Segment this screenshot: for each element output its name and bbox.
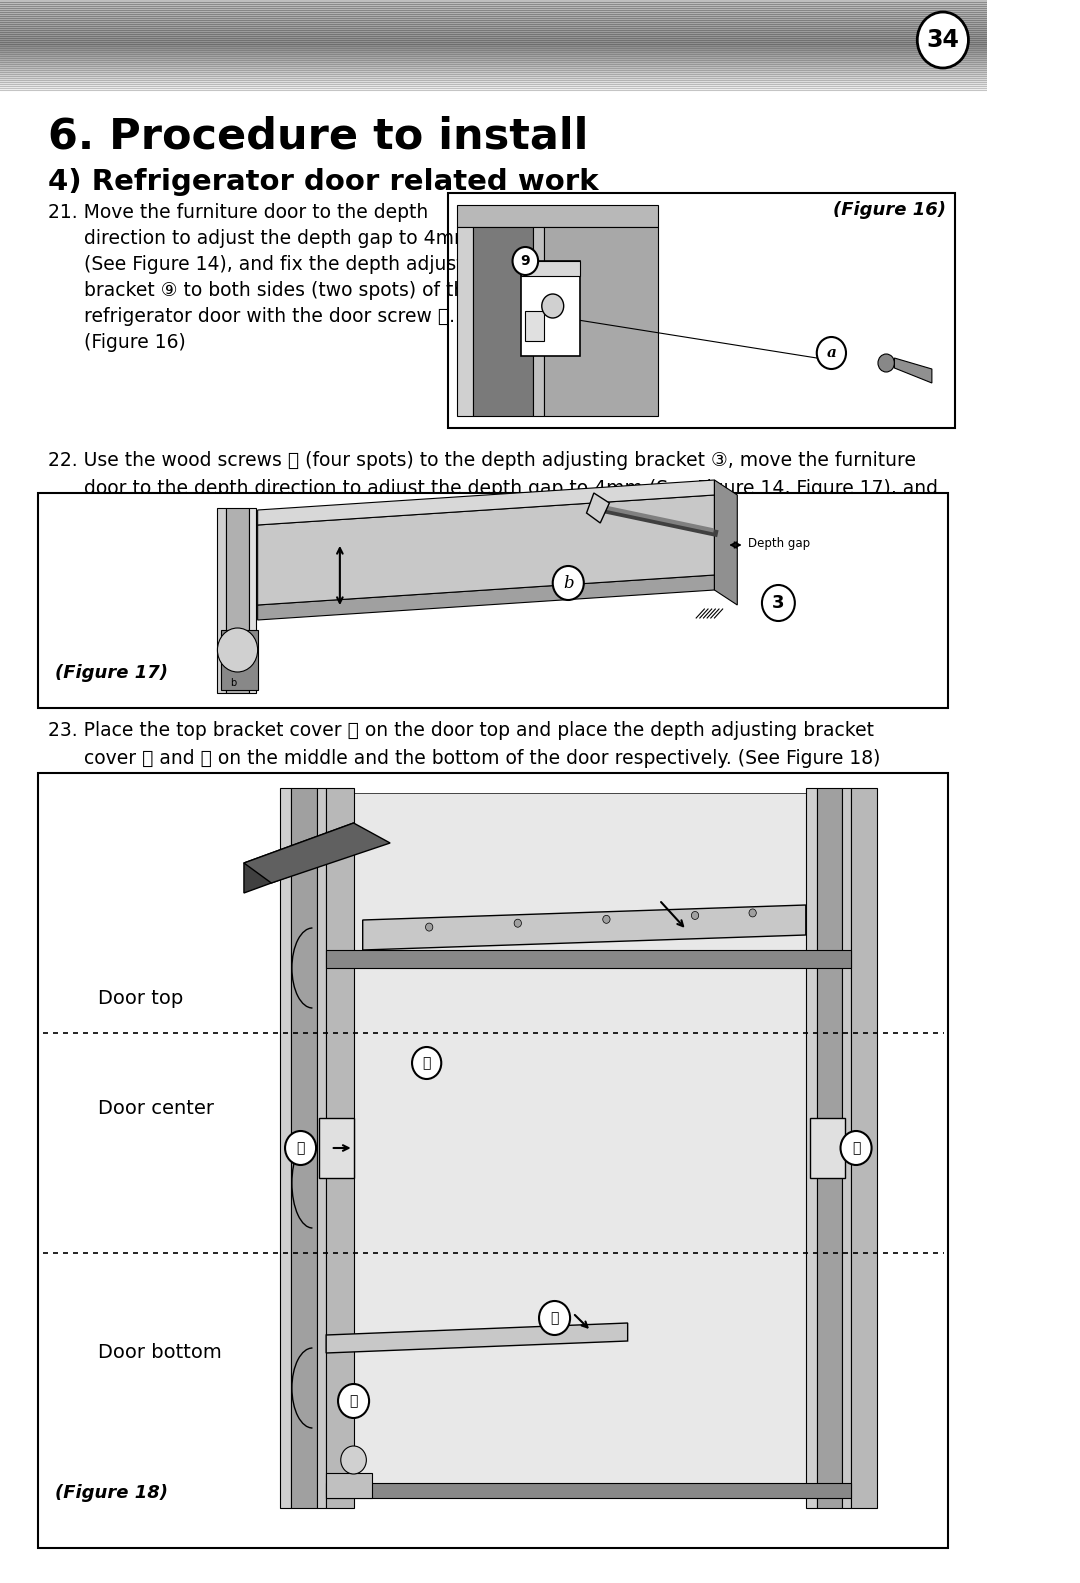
Bar: [326, 1483, 851, 1498]
Circle shape: [878, 355, 894, 372]
Bar: [473, 226, 532, 416]
Bar: [326, 1474, 372, 1498]
Polygon shape: [258, 480, 715, 526]
Bar: [851, 788, 877, 1509]
Circle shape: [426, 923, 433, 931]
Bar: [521, 261, 580, 275]
Polygon shape: [894, 358, 932, 383]
Bar: [39, 492, 948, 708]
Bar: [326, 788, 353, 1509]
Text: Door bottom: Door bottom: [98, 1344, 221, 1363]
Circle shape: [762, 586, 795, 621]
Text: ⑬: ⑬: [551, 1311, 558, 1325]
Text: ⑭: ⑭: [422, 1056, 431, 1070]
Bar: [221, 630, 258, 690]
Text: (Figure 16): (Figure 16): [48, 332, 186, 351]
Text: 6. Procedure to install: 6. Procedure to install: [48, 116, 588, 157]
Text: b: b: [563, 575, 573, 592]
Bar: [353, 793, 806, 1493]
Polygon shape: [715, 480, 738, 605]
Text: secure the loosely fixed bracket screw ⓔ (Figure 1) to fix the depth adjusting b: secure the loosely fixed bracket screw ⓔ…: [48, 507, 905, 526]
Polygon shape: [586, 492, 609, 522]
Circle shape: [338, 1384, 369, 1418]
Circle shape: [513, 247, 538, 275]
Bar: [318, 788, 326, 1509]
Text: ⑬: ⑬: [350, 1395, 357, 1407]
Text: refrigerator door with the door screw ⓐ.: refrigerator door with the door screw ⓐ.: [48, 307, 455, 326]
Text: ⑫: ⑫: [852, 1141, 861, 1156]
Text: Depth gap: Depth gap: [748, 537, 810, 549]
Bar: [842, 788, 851, 1509]
Circle shape: [691, 912, 699, 920]
Bar: [457, 206, 658, 226]
Bar: [448, 193, 955, 427]
Bar: [326, 950, 851, 967]
Bar: [810, 1118, 845, 1178]
Text: 34: 34: [927, 28, 959, 52]
Circle shape: [285, 1130, 316, 1165]
Polygon shape: [244, 823, 390, 883]
Circle shape: [553, 567, 584, 600]
Circle shape: [217, 628, 258, 673]
Bar: [806, 788, 816, 1509]
Text: (See Figure 14), and fix the depth adjusting: (See Figure 14), and fix the depth adjus…: [48, 255, 492, 274]
Text: direction to adjust the depth gap to 4mm: direction to adjust the depth gap to 4mm: [48, 230, 472, 249]
Bar: [525, 310, 543, 340]
Text: 9: 9: [521, 253, 530, 268]
Text: Door center: Door center: [98, 1099, 214, 1118]
Text: 22. Use the wood screws Ⓑ (four spots) to the depth adjusting bracket ③, move th: 22. Use the wood screws Ⓑ (four spots) t…: [48, 451, 916, 470]
Polygon shape: [258, 575, 715, 621]
Bar: [319, 1118, 353, 1178]
Bar: [532, 226, 543, 416]
Polygon shape: [363, 905, 806, 950]
Text: (Figure 16): (Figure 16): [833, 201, 946, 218]
Bar: [457, 226, 473, 416]
Text: ⑫: ⑫: [296, 1141, 305, 1156]
Text: (Figure 18): (Figure 18): [55, 1483, 167, 1502]
Text: 3: 3: [772, 594, 785, 613]
Bar: [248, 508, 256, 693]
Circle shape: [816, 337, 846, 369]
Text: (Figure 17): (Figure 17): [55, 663, 167, 682]
Circle shape: [748, 909, 756, 917]
Bar: [226, 508, 248, 693]
Text: door to the depth direction to adjust the depth gap to 4mm (See Figure 14, Figur: door to the depth direction to adjust th…: [48, 480, 937, 499]
Circle shape: [917, 13, 969, 68]
Circle shape: [413, 1046, 442, 1080]
Circle shape: [341, 1445, 366, 1474]
Circle shape: [603, 915, 610, 923]
Bar: [281, 788, 292, 1509]
Bar: [292, 788, 318, 1509]
Bar: [521, 261, 580, 356]
Bar: [39, 773, 948, 1548]
Bar: [816, 788, 842, 1509]
Circle shape: [840, 1130, 872, 1165]
Text: 23. Place the top bracket cover ⑭ on the door top and place the depth adjusting : 23. Place the top bracket cover ⑭ on the…: [48, 720, 874, 739]
Text: cover ⑫ and ⑬ on the middle and the bottom of the door respectively. (See Figure: cover ⑫ and ⑬ on the middle and the bott…: [48, 749, 880, 768]
Text: bracket ⑨ to both sides (two spots) of the: bracket ⑨ to both sides (two spots) of t…: [48, 282, 476, 301]
Bar: [543, 226, 658, 416]
Circle shape: [539, 1301, 570, 1334]
Text: b: b: [230, 678, 237, 689]
Text: Door top: Door top: [98, 988, 183, 1007]
Text: 21. Move the furniture door to the depth: 21. Move the furniture door to the depth: [48, 203, 428, 222]
Bar: [216, 508, 226, 693]
Text: a: a: [826, 347, 836, 359]
Polygon shape: [326, 1323, 627, 1353]
Polygon shape: [244, 823, 353, 893]
Polygon shape: [258, 495, 715, 605]
Circle shape: [542, 294, 564, 318]
Text: 4) Refrigerator door related work: 4) Refrigerator door related work: [48, 168, 598, 196]
Circle shape: [514, 920, 522, 928]
